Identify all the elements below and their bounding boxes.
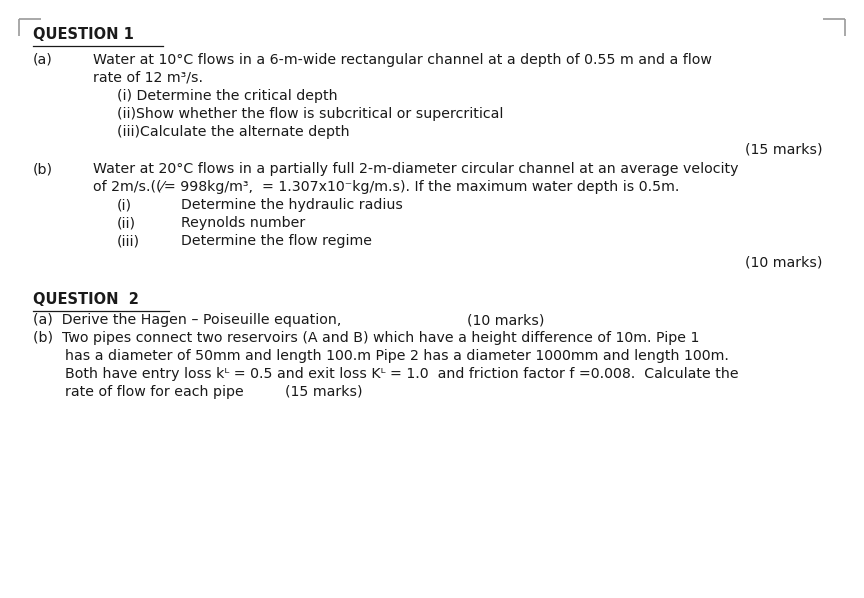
Text: (iii): (iii) <box>117 234 140 248</box>
Text: QUESTION  2: QUESTION 2 <box>33 292 139 307</box>
Text: of 2m/s.((⁄= 998kg/m³,  = 1.307x10⁻kg/m.s). If the maximum water depth is 0.5m.: of 2m/s.((⁄= 998kg/m³, = 1.307x10⁻kg/m.s… <box>93 181 680 194</box>
Text: Both have entry loss kᴸ = 0.5 and exit loss Kᴸ = 1.0  and friction factor f =0.0: Both have entry loss kᴸ = 0.5 and exit l… <box>65 367 739 381</box>
Text: (10 marks): (10 marks) <box>467 313 544 327</box>
Text: (i): (i) <box>117 199 131 212</box>
Text: Water at 20°C flows in a partially full 2-m-diameter circular channel at an aver: Water at 20°C flows in a partially full … <box>93 163 739 176</box>
Text: (i) Determine the critical depth: (i) Determine the critical depth <box>117 89 337 103</box>
Text: (a)  Derive the Hagen – Poiseuille equation,: (a) Derive the Hagen – Poiseuille equati… <box>33 313 341 327</box>
Text: (iii)Calculate the alternate depth: (iii)Calculate the alternate depth <box>117 125 349 139</box>
Text: QUESTION 1: QUESTION 1 <box>33 27 134 42</box>
Text: (15 marks): (15 marks) <box>285 385 363 399</box>
Text: (ii)Show whether the flow is subcritical or supercritical: (ii)Show whether the flow is subcritical… <box>117 107 503 121</box>
Text: Water at 10°C flows in a 6-m-wide rectangular channel at a depth of 0.55 m and a: Water at 10°C flows in a 6-m-wide rectan… <box>93 53 712 67</box>
Text: Determine the hydraulic radius: Determine the hydraulic radius <box>181 199 403 212</box>
Text: (ii): (ii) <box>117 216 136 230</box>
Text: Determine the flow regime: Determine the flow regime <box>181 234 372 248</box>
Text: (b): (b) <box>33 163 53 176</box>
Text: Reynolds number: Reynolds number <box>181 216 306 230</box>
Text: has a diameter of 50mm and length 100.m Pipe 2 has a diameter 1000mm and length : has a diameter of 50mm and length 100.m … <box>65 349 728 363</box>
Text: (10 marks): (10 marks) <box>745 255 823 269</box>
Text: (b)  Two pipes connect two reservoirs (A and B) which have a height difference o: (b) Two pipes connect two reservoirs (A … <box>33 331 699 345</box>
Text: rate of 12 m³/s.: rate of 12 m³/s. <box>93 71 203 85</box>
Text: (15 marks): (15 marks) <box>745 143 823 157</box>
Text: rate of flow for each pipe: rate of flow for each pipe <box>65 385 244 399</box>
Text: (a): (a) <box>33 53 53 67</box>
